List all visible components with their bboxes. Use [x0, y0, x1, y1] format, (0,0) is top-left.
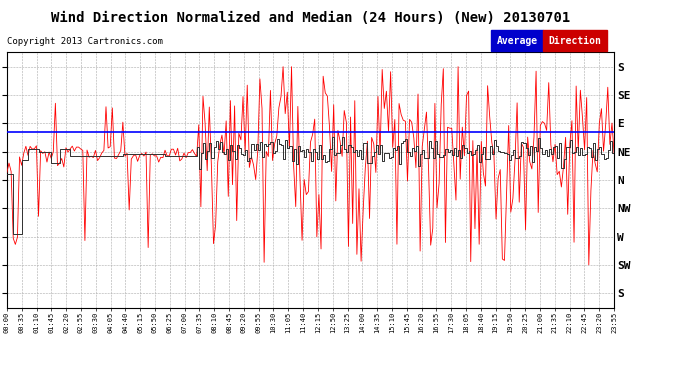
Text: Direction: Direction: [549, 36, 602, 46]
Text: Copyright 2013 Cartronics.com: Copyright 2013 Cartronics.com: [7, 38, 163, 46]
Text: Average: Average: [497, 36, 538, 46]
Text: Wind Direction Normalized and Median (24 Hours) (New) 20130701: Wind Direction Normalized and Median (24…: [51, 11, 570, 25]
